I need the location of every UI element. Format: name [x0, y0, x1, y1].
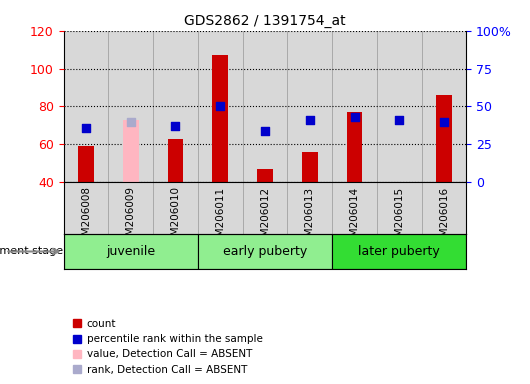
Point: [216, 103, 225, 109]
Point: [395, 117, 403, 123]
Bar: [213, 55, 228, 182]
Bar: [198, 234, 332, 269]
Text: GSM206014: GSM206014: [349, 186, 359, 250]
Bar: [78, 146, 94, 182]
Text: early puberty: early puberty: [223, 245, 307, 258]
Point: [261, 127, 269, 134]
Point: [350, 114, 359, 120]
Bar: [64, 234, 198, 269]
Text: GSM206013: GSM206013: [305, 186, 315, 250]
Text: GSM206012: GSM206012: [260, 186, 270, 250]
Point: [82, 125, 90, 131]
Point: [440, 119, 448, 125]
Bar: [257, 169, 273, 182]
Point: [305, 117, 314, 123]
Bar: [167, 139, 183, 182]
Text: GSM206009: GSM206009: [126, 186, 136, 249]
Point: [171, 123, 180, 129]
Text: GSM206016: GSM206016: [439, 186, 449, 250]
Text: development stage: development stage: [0, 247, 64, 257]
Title: GDS2862 / 1391754_at: GDS2862 / 1391754_at: [184, 14, 346, 28]
Legend: count, percentile rank within the sample, value, Detection Call = ABSENT, rank, : count, percentile rank within the sample…: [69, 315, 267, 379]
Text: later puberty: later puberty: [358, 245, 440, 258]
Text: GSM206011: GSM206011: [215, 186, 225, 250]
Bar: [302, 152, 317, 182]
Text: GSM206008: GSM206008: [81, 186, 91, 249]
Bar: [332, 234, 466, 269]
Point: [127, 119, 135, 125]
Text: juvenile: juvenile: [106, 245, 155, 258]
Bar: [436, 95, 452, 182]
Text: GSM206010: GSM206010: [171, 186, 181, 249]
Text: GSM206015: GSM206015: [394, 186, 404, 250]
Bar: [347, 112, 363, 182]
Bar: [123, 120, 138, 182]
